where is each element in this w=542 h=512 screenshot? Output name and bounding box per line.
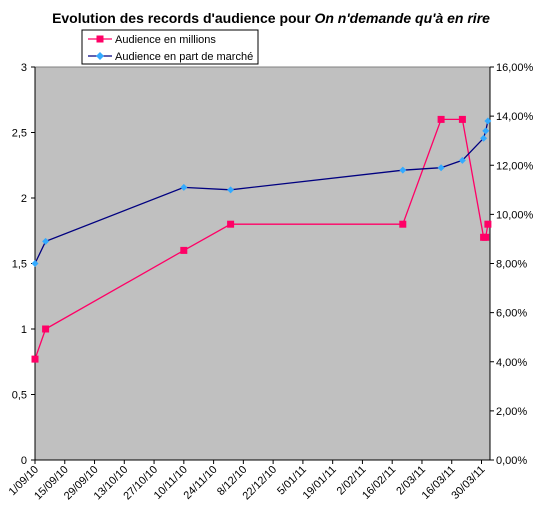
data-point-market-share (399, 166, 407, 174)
y-axis-left-ticks: 0 0,5 1 1,5 2 2,5 3 (12, 62, 35, 467)
legend-marker-market-share (96, 52, 104, 60)
x-tick-label: 30/03/11 (449, 464, 487, 502)
data-point-market-share (482, 127, 490, 135)
x-tick-label: 16/02/11 (360, 464, 398, 502)
y-left-tick-label: 3 (21, 62, 27, 74)
x-axis-ticks: 1/09/1015/09/1029/09/1013/10/1027/10/101… (7, 460, 488, 502)
y-left-tick-label: 1 (21, 324, 27, 336)
y-left-tick-label: 2,5 (12, 128, 27, 140)
data-point-audience-millions (482, 233, 490, 241)
data-point-audience-millions (31, 355, 39, 363)
data-point-audience-millions (437, 115, 445, 123)
data-point-market-share (180, 183, 188, 191)
plot-area (34, 66, 491, 461)
data-point-market-share (42, 237, 50, 245)
y-right-tick-label: 2,00% (496, 406, 527, 418)
data-point-audience-millions (484, 220, 492, 228)
data-point-market-share (480, 134, 488, 142)
legend: Audience en millions Audience en part de… (81, 29, 259, 65)
legend-label-market-share: Audience en part de marché (115, 51, 253, 63)
y-right-tick-label: 6,00% (496, 308, 527, 320)
data-point-audience-millions (42, 325, 50, 333)
data-point-market-share (227, 186, 235, 194)
chart-title-prefix: Evolution des records d'audience pour (52, 10, 314, 26)
y-left-tick-label: 0 (21, 455, 27, 467)
y-axis-right-ticks: 0,00% 2,00% 4,00% 6,00% 8,00% 10,00% 12,00% 14,… (490, 62, 534, 467)
y-right-tick-label: 14,00% (496, 111, 534, 123)
data-point-audience-millions (399, 220, 407, 228)
data-point-market-share (31, 260, 39, 267)
y-left-tick-label: 0,5 (12, 390, 27, 402)
chart-title: Evolution des records d'audience pour On… (52, 10, 490, 26)
data-point-market-share (437, 164, 445, 172)
y-right-tick-label: 4,00% (496, 357, 527, 369)
data-point-audience-millions (458, 115, 466, 123)
x-tick-label: 24/11/10 (182, 464, 220, 502)
y-right-tick-label: 16,00% (496, 62, 534, 74)
y-right-tick-label: 12,00% (496, 160, 534, 172)
y-left-tick-label: 2 (21, 193, 27, 205)
x-tick-label: 19/01/11 (301, 464, 339, 502)
y-right-tick-label: 8,00% (496, 259, 527, 271)
data-point-market-share (484, 117, 492, 125)
data-point-audience-millions (180, 246, 188, 254)
y-left-tick-label: 1,5 (12, 259, 27, 271)
legend-marker-audience-millions (96, 35, 104, 43)
series-line-market-share (34, 120, 489, 264)
y-right-tick-label: 10,00% (496, 209, 534, 221)
legend-box (81, 29, 259, 65)
data-point-audience-millions (227, 220, 235, 228)
chart-title-show: On n'demande qu'à en rire (314, 10, 490, 26)
series-layer (31, 115, 492, 363)
legend-label-audience-millions: Audience en millions (115, 34, 216, 46)
data-point-market-share (458, 156, 466, 164)
y-right-tick-label: 0,00% (496, 455, 527, 467)
